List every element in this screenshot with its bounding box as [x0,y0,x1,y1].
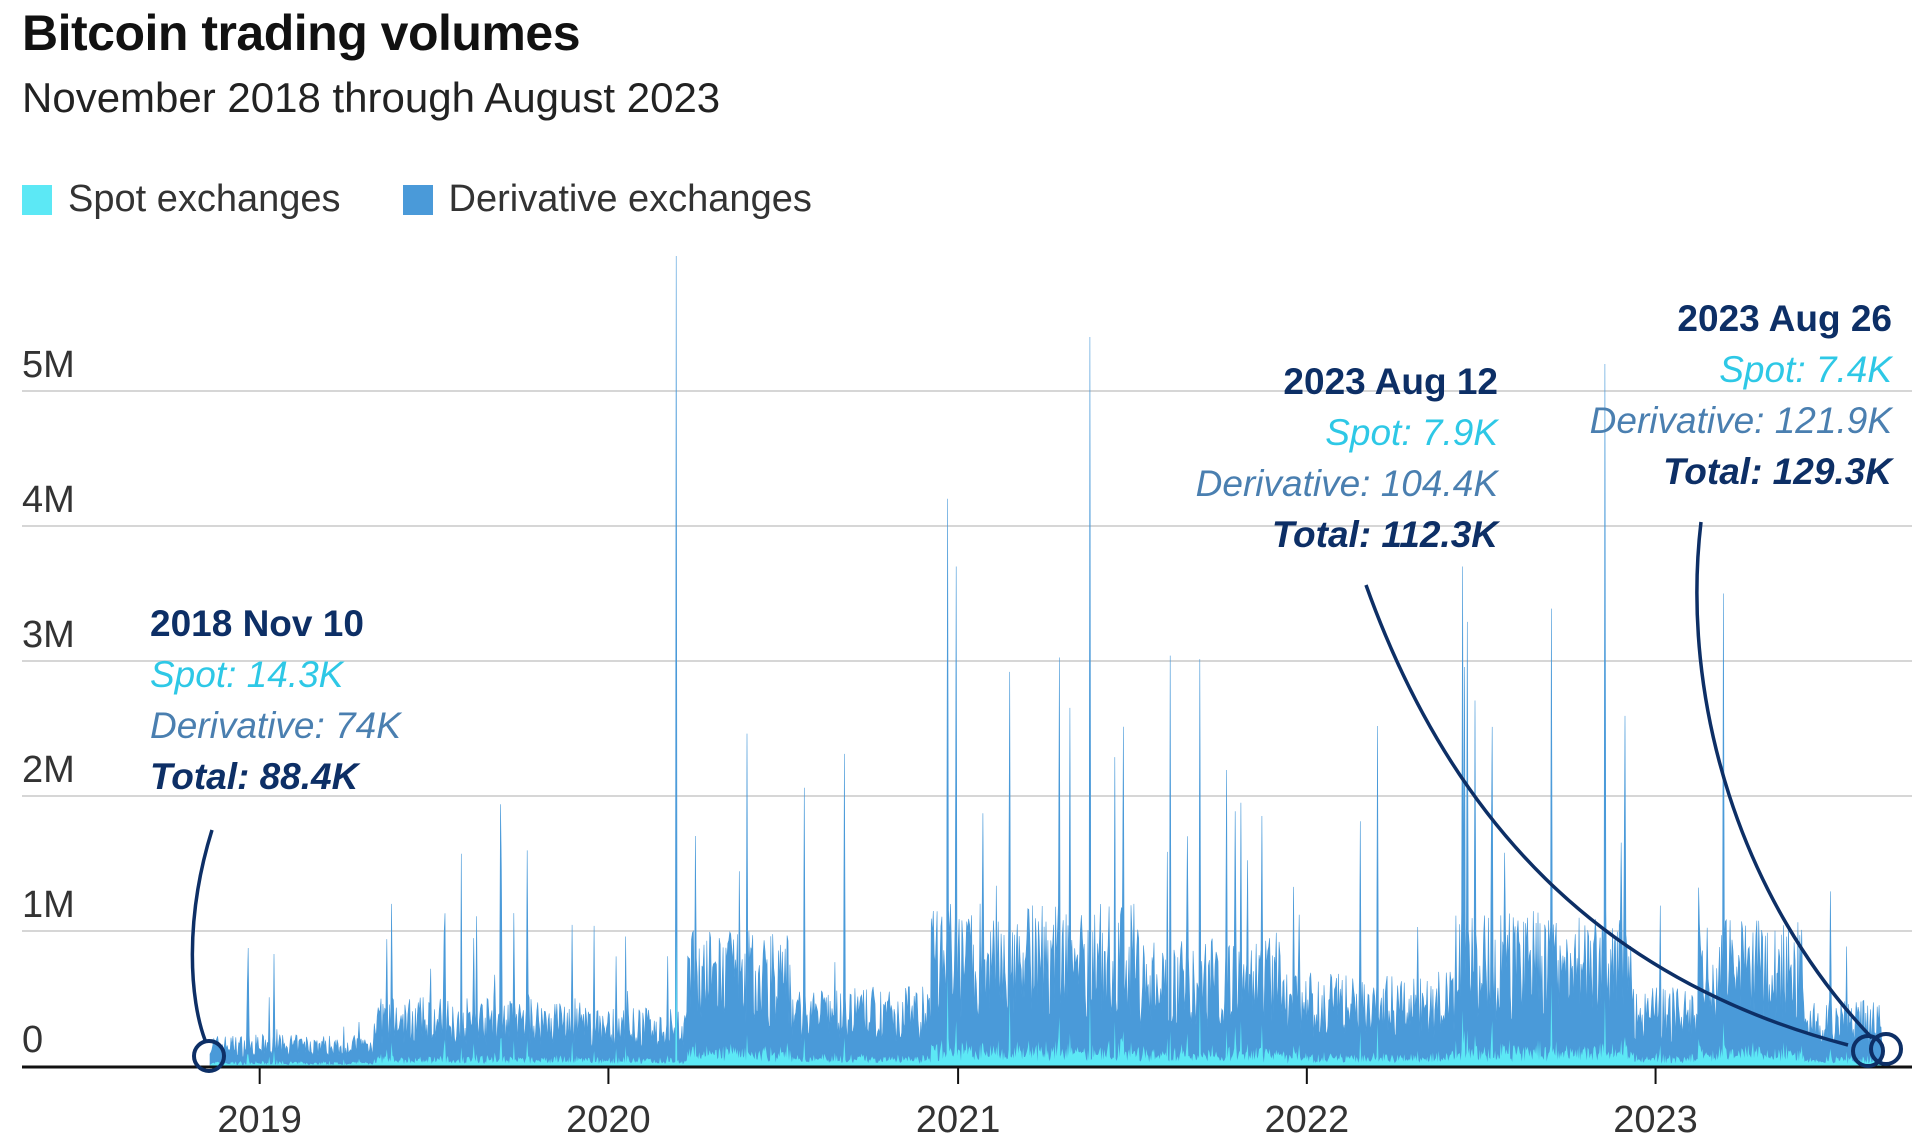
annotation-leader-line [1364,584,1849,1047]
annotation-total: Total: 129.3K [1663,451,1894,492]
annotation-date: 2018 Nov 10 [150,603,364,644]
chart-title: Bitcoin trading volumes [22,5,581,61]
legend-item-spot: Spot exchanges [22,178,341,221]
annotation-date: 2023 Aug 26 [1677,298,1892,339]
y-tick-label: 4M [22,479,75,521]
legend-label-derivative: Derivative exchanges [448,178,812,220]
derivative-area [209,255,1883,1067]
annotation-spot: Spot: 14.3K [150,654,346,695]
annotation-total: Total: 112.3K [1272,514,1500,555]
annotation-date: 2023 Aug 12 [1283,361,1498,402]
annotation-leader-line [190,829,214,1041]
legend-label-spot: Spot exchanges [68,178,341,220]
x-tick-label: 2019 [217,1099,302,1141]
annotation-derivative: Derivative: 104.4K [1196,463,1501,504]
legend-swatch-derivative [402,184,433,215]
chart-subtitle: November 2018 through August 2023 [22,74,721,121]
annotation-derivative: Derivative: 74K [150,705,403,746]
y-tick-label: 2M [22,749,75,791]
legend-swatch-spot [22,184,52,215]
annotation-spot: Spot: 7.4K [1719,349,1894,390]
annotation-spot: Spot: 7.9K [1325,412,1500,453]
x-tick-label: 2021 [916,1099,1001,1141]
annotation-leader-line [1695,521,1874,1040]
y-tick-label: 3M [22,614,75,656]
annotation-marker [1869,1032,1903,1066]
annotation-total: Total: 88.4K [150,756,361,797]
chart-legend: Spot exchanges Derivative exchanges [22,178,874,221]
x-tick-label: 2020 [566,1099,651,1141]
x-tick-label: 2022 [1265,1099,1350,1141]
annotation-marker [192,1039,226,1073]
annotation-derivative: Derivative: 121.9K [1590,400,1895,441]
x-tick-label: 2023 [1613,1099,1698,1141]
legend-item-derivative: Derivative exchanges [402,178,812,221]
y-tick-label: 0 [22,1019,43,1061]
y-tick-label: 1M [22,884,75,926]
y-tick-label: 5M [22,344,75,386]
